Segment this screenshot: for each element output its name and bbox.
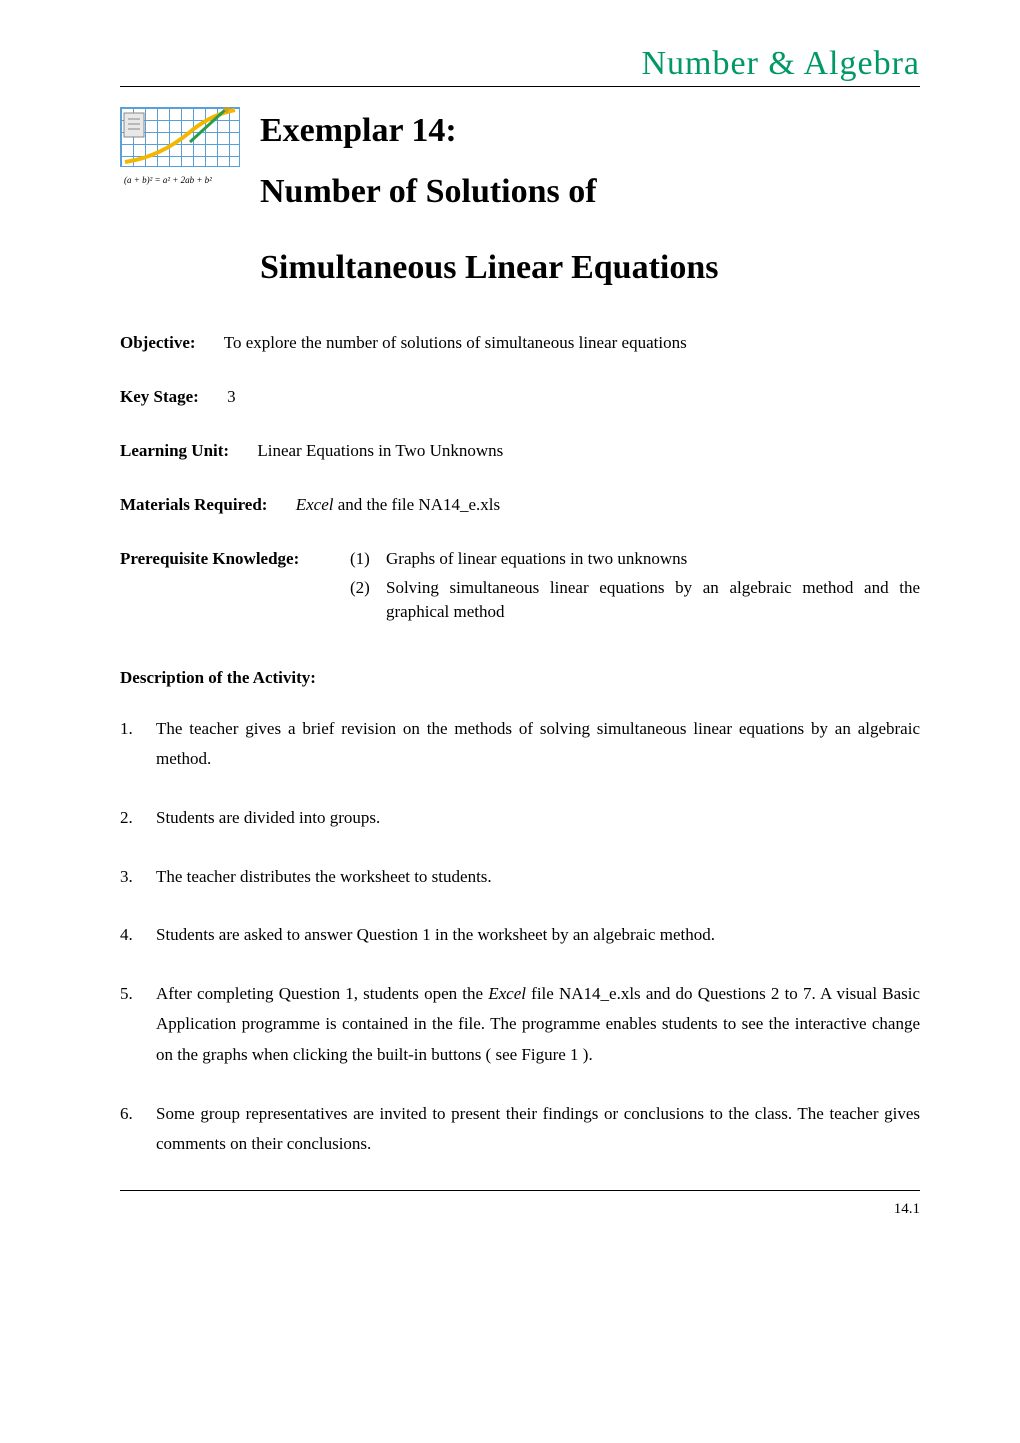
materials-value: Excel and the file NA14_e.xls: [296, 495, 500, 514]
objective-value: To explore the number of solutions of si…: [224, 333, 687, 352]
materials-label: Materials Required:: [120, 493, 267, 517]
list-item: 2. Students are divided into groups.: [120, 803, 920, 834]
activity-list: 1. The teacher gives a brief revision on…: [120, 714, 920, 1160]
list-item: 5. After completing Question 1, students…: [120, 979, 920, 1071]
title-line-1: Exemplar 14:: [260, 107, 597, 155]
prereq-item: (1) Graphs of linear equations in two un…: [350, 547, 920, 571]
list-item-number: 2.: [120, 803, 156, 834]
description-heading: Description of the Activity:: [120, 666, 920, 690]
list-item-number: 6.: [120, 1099, 156, 1160]
list-item-text: Students are asked to answer Question 1 …: [156, 920, 715, 951]
prereq-item-text: Graphs of linear equations in two unknow…: [386, 547, 687, 571]
title-text-block: Exemplar 14: Number of Solutions of: [260, 107, 597, 230]
list-item: 1. The teacher gives a brief revision on…: [120, 714, 920, 775]
list-item-text: Some group representatives are invited t…: [156, 1099, 920, 1160]
title-line-2: Number of Solutions of: [260, 168, 597, 216]
prereq-item-text: Solving simultaneous linear equations by…: [386, 576, 920, 624]
icon-formula-text: (a + b)² = a² + 2ab + b²: [124, 174, 212, 187]
list-item-number: 4.: [120, 920, 156, 951]
objective-label: Objective:: [120, 331, 196, 355]
formula-graph-icon: (a + b)² = a² + 2ab + b²: [120, 107, 240, 187]
keystage-label: Key Stage:: [120, 385, 199, 409]
page-number: 14.1: [120, 1199, 920, 1220]
prereq-item: (2) Solving simultaneous linear equation…: [350, 576, 920, 624]
list-item-number: 5.: [120, 979, 156, 1071]
learningunit-label: Learning Unit:: [120, 439, 229, 463]
header-script-text: Number & Algebra: [642, 40, 921, 88]
learningunit-row: Learning Unit: Linear Equations in Two U…: [120, 439, 920, 463]
list-item-text: After completing Question 1, students op…: [156, 979, 920, 1071]
materials-value-rest: and the file NA14_e.xls: [333, 495, 500, 514]
prereq-item-num: (2): [350, 576, 386, 624]
list-item: 3. The teacher distributes the worksheet…: [120, 862, 920, 893]
list-item-number: 3.: [120, 862, 156, 893]
list-item: 4. Students are asked to answer Question…: [120, 920, 920, 951]
prereq-item-num: (1): [350, 547, 386, 571]
materials-value-italic: Excel: [296, 495, 334, 514]
header-decoration: Number & Algebra: [120, 40, 920, 88]
title-section: (a + b)² = a² + 2ab + b² Exemplar 14: Nu…: [120, 107, 920, 230]
footer-divider: [120, 1190, 920, 1191]
list-item-text: Students are divided into groups.: [156, 803, 380, 834]
learningunit-value: Linear Equations in Two Unknowns: [257, 441, 503, 460]
keystage-row: Key Stage: 3: [120, 385, 920, 409]
prereq-row: Prerequisite Knowledge: (1) Graphs of li…: [120, 547, 920, 630]
objective-row: Objective: To explore the number of solu…: [120, 331, 920, 355]
title-line-3: Simultaneous Linear Equations: [120, 244, 920, 292]
list-item-text: The teacher distributes the worksheet to…: [156, 862, 492, 893]
list-item-text: The teacher gives a brief revision on th…: [156, 714, 920, 775]
prereq-items: (1) Graphs of linear equations in two un…: [350, 547, 920, 630]
list-item-number: 1.: [120, 714, 156, 775]
prereq-label: Prerequisite Knowledge:: [120, 547, 350, 630]
keystage-value: 3: [227, 387, 236, 406]
list-item: 6. Some group representatives are invite…: [120, 1099, 920, 1160]
materials-row: Materials Required: Excel and the file N…: [120, 493, 920, 517]
